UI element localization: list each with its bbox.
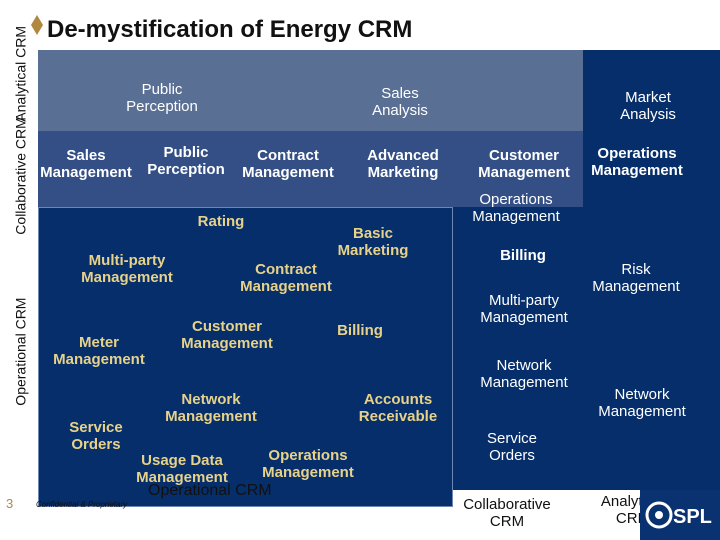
- col-billing: Billing: [500, 247, 546, 264]
- oper-multiparty-management: Multi-party Management: [81, 252, 173, 287]
- spl-logo: SPL: [640, 490, 720, 540]
- oper-operations-management: Operations Management: [262, 447, 354, 482]
- analytical-sales-analysis: Sales Analysis: [372, 85, 428, 120]
- analytical-market-analysis: Market Analysis: [620, 89, 676, 124]
- collaborative-crm-box: [38, 131, 583, 207]
- oper-network-management: Network Management: [165, 391, 257, 426]
- side-strip: [0, 50, 38, 490]
- operational-crm-caption: Operational CRM: [148, 482, 272, 499]
- collab-sales-management: Sales Management: [40, 147, 132, 182]
- oper-accounts-receivable: Accounts Receivable: [358, 391, 438, 426]
- oper-billing: Billing: [337, 322, 383, 339]
- col-operations-management: Operations Management: [472, 191, 560, 226]
- collaborative-crm-caption: Collaborative CRM: [463, 496, 551, 531]
- col-network-management: Network Management: [480, 357, 568, 392]
- oper-basic-marketing: Basic Marketing: [337, 225, 409, 260]
- side-label-operational: Operational CRM: [12, 297, 29, 406]
- analytical-crm-box: [38, 50, 583, 131]
- operational-crm-box: [38, 207, 453, 507]
- col-risk-management: Risk Management: [592, 261, 680, 296]
- collab-contract-management: Contract Management: [242, 147, 334, 182]
- oper-rating: Rating: [197, 213, 245, 230]
- col-analytical-network-management: Network Management: [598, 386, 686, 421]
- logo-text: SPL: [673, 506, 712, 528]
- oper-contract-management: Contract Management: [240, 261, 332, 296]
- oper-usage-data-management: Usage Data Management: [136, 452, 228, 487]
- collab-customer-management: Customer Management: [478, 147, 570, 182]
- analytical-public-perception: Public Perception: [126, 81, 198, 116]
- confidential-notice: Confidential & Proprietary: [36, 500, 128, 509]
- oper-customer-management: Customer Management: [181, 318, 273, 353]
- collab-advanced-marketing: Advanced Marketing: [367, 147, 439, 182]
- slide-number: 3: [6, 496, 14, 511]
- collab-public-perception: Public Perception: [147, 144, 225, 179]
- collab-operations-management: Operations Management: [591, 145, 683, 180]
- side-label-analytical: Analytical CRM: [12, 25, 29, 122]
- oper-service-orders: Service Orders: [69, 419, 123, 454]
- page-title: De-mystification of Energy CRM: [47, 16, 413, 43]
- side-label-collaborative: Collaborative CRM: [12, 117, 29, 235]
- title-bullet-icon: [31, 15, 43, 35]
- oper-meter-management: Meter Management: [53, 334, 145, 369]
- title-bar: [0, 0, 720, 50]
- col-service-orders: Service Orders: [486, 430, 538, 465]
- col-multiparty-management: Multi-party Management: [480, 292, 568, 327]
